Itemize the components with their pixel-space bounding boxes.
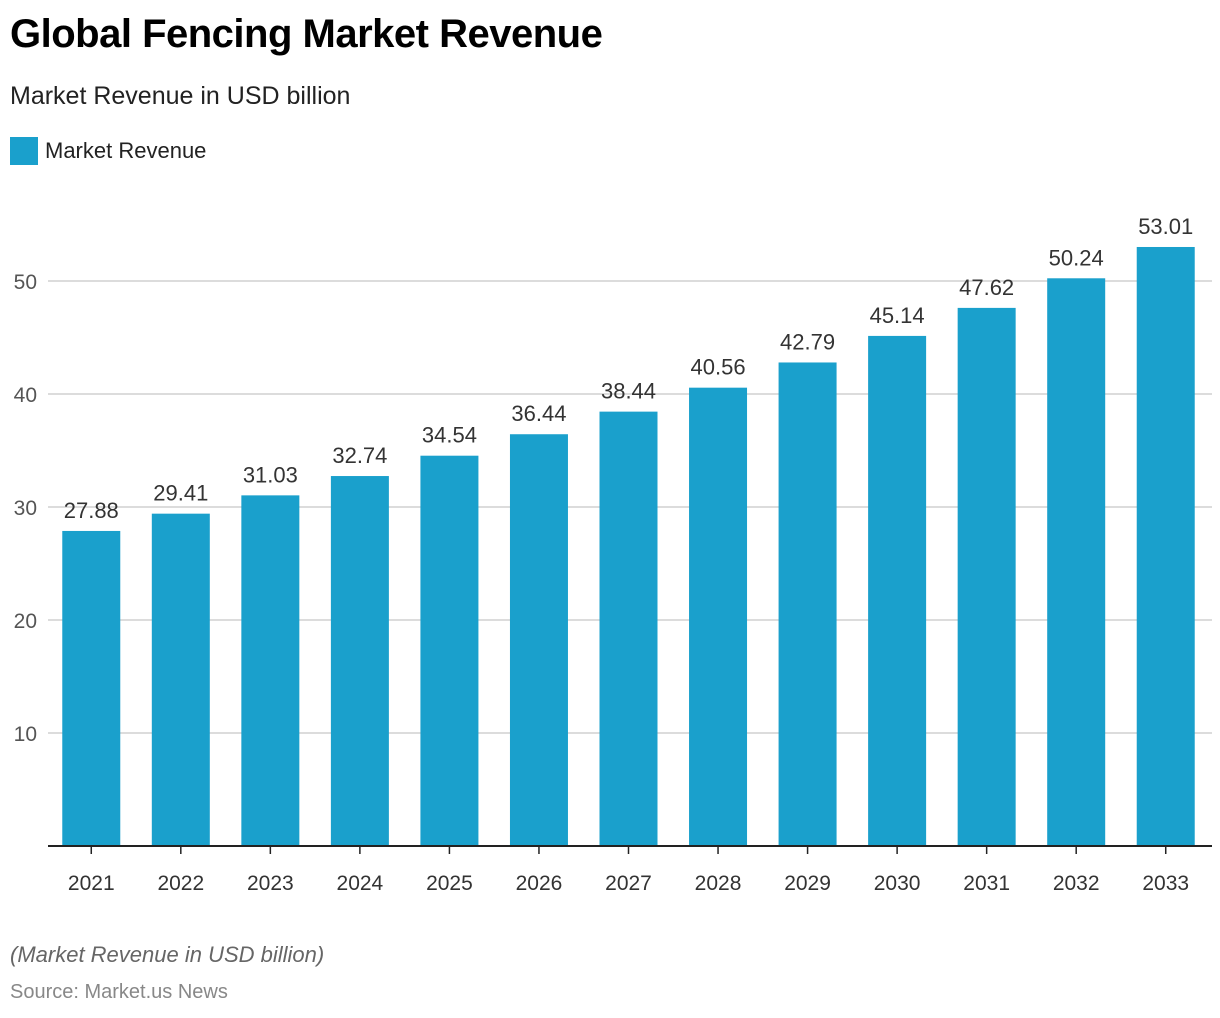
x-tick-label: 2033: [1142, 872, 1189, 895]
x-tick-label: 2030: [874, 872, 921, 895]
legend: Market Revenue: [10, 137, 206, 165]
bar: [330, 476, 389, 846]
data-label: 53.01: [1138, 214, 1193, 239]
bar: [689, 387, 748, 846]
x-tick-label: 2032: [1053, 872, 1100, 895]
chart-subtitle: Market Revenue in USD billion: [10, 82, 351, 110]
x-tick-label: 2025: [426, 872, 473, 895]
x-tick-label: 2023: [247, 872, 294, 895]
x-tick-label: 2021: [68, 872, 115, 895]
data-label: 29.41: [153, 481, 208, 506]
data-label: 42.79: [780, 329, 835, 354]
y-tick-label: 30: [14, 497, 37, 520]
data-label: 50.24: [1049, 245, 1104, 270]
legend-swatch: [10, 137, 38, 165]
y-tick-label: 10: [14, 723, 37, 746]
bar: [241, 495, 300, 846]
x-tick-label: 2022: [157, 872, 204, 895]
x-tick-label: 2027: [605, 872, 652, 895]
bar: [778, 362, 837, 846]
data-label: 32.74: [332, 443, 387, 468]
x-tick-label: 2026: [516, 872, 563, 895]
y-tick-label: 20: [14, 610, 37, 633]
chart-title: Global Fencing Market Revenue: [10, 12, 603, 56]
bar: [420, 455, 479, 846]
bar: [599, 411, 658, 846]
data-label: 45.14: [870, 303, 925, 328]
x-tick-label: 2031: [963, 872, 1010, 895]
y-tick-label: 50: [14, 271, 37, 294]
x-tick-label: 2024: [337, 872, 384, 895]
chart-source: Source: Market.us News: [10, 981, 228, 1003]
data-label: 36.44: [511, 401, 566, 426]
data-label: 31.03: [243, 462, 298, 487]
x-tick-label: 2028: [695, 872, 742, 895]
bar: [1136, 246, 1195, 846]
chart-note: (Market Revenue in USD billion): [10, 942, 325, 967]
x-tick-label: 2029: [784, 872, 831, 895]
y-tick-label: 40: [14, 384, 37, 407]
data-label: 27.88: [64, 498, 119, 523]
bar: [1047, 278, 1106, 847]
data-label: 38.44: [601, 379, 656, 404]
data-label: 40.56: [691, 355, 746, 380]
data-label: 34.54: [422, 423, 477, 448]
legend-label: Market Revenue: [45, 138, 207, 163]
bar: [509, 434, 568, 846]
bar: [151, 513, 210, 846]
bar: [868, 335, 927, 846]
bar: [62, 530, 121, 846]
data-label: 47.62: [959, 275, 1014, 300]
bar: [957, 307, 1016, 846]
